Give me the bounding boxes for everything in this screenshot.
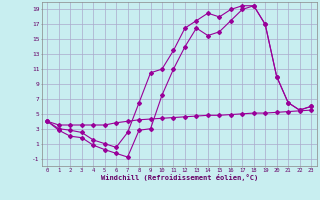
X-axis label: Windchill (Refroidissement éolien,°C): Windchill (Refroidissement éolien,°C) [100,174,258,181]
